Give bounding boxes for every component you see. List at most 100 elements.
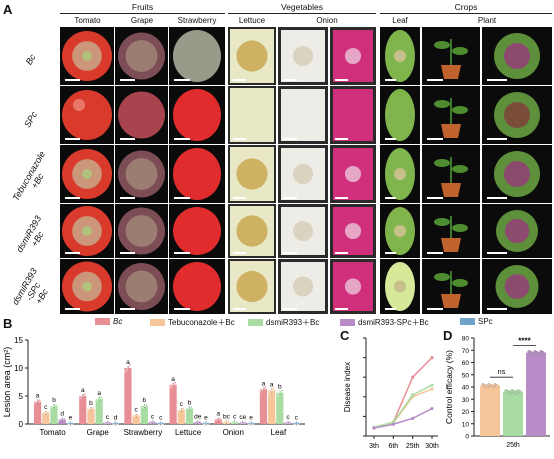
scale-bar bbox=[385, 252, 396, 254]
significance-label: a bbox=[36, 393, 40, 400]
significance-label: e bbox=[204, 414, 208, 421]
data-point bbox=[182, 408, 185, 411]
photo-grape-row-4 bbox=[115, 204, 168, 258]
photo-onion-row-5 bbox=[278, 259, 328, 314]
data-point bbox=[491, 385, 495, 389]
scale-bar bbox=[487, 252, 507, 254]
scale-bar bbox=[385, 308, 396, 310]
photo-plant-pot-row-4 bbox=[422, 204, 480, 258]
photo-onion-row-1 bbox=[278, 27, 328, 85]
scale-bar bbox=[233, 308, 246, 310]
data-point bbox=[153, 421, 156, 424]
x-tick-label: Grape bbox=[87, 428, 110, 437]
legend-item-dsmir393-spc: dsmiR393-SPc＋Bc bbox=[340, 317, 429, 328]
photo-onion-pink-row-3 bbox=[330, 145, 376, 203]
significance-label: e bbox=[69, 414, 73, 421]
data-point bbox=[63, 418, 66, 421]
scale-bar bbox=[335, 197, 348, 199]
scale-bar bbox=[487, 138, 507, 140]
col-label-plant: Plant bbox=[477, 16, 497, 25]
significance-label: b bbox=[52, 397, 56, 404]
data-point bbox=[261, 388, 264, 392]
photo-grape-row-2 bbox=[115, 86, 168, 144]
x-tick-label: 30th bbox=[425, 443, 439, 450]
scale-bar bbox=[283, 252, 297, 254]
significance-label: c bbox=[180, 401, 184, 408]
photo-onion-row-4 bbox=[278, 204, 328, 258]
data-point bbox=[243, 421, 247, 424]
photo-strawberry-row-5 bbox=[169, 259, 225, 314]
photo-onion-pink-row-1 bbox=[330, 27, 376, 85]
group-label-vegetables: Vegetables bbox=[280, 2, 324, 12]
significance-label: c bbox=[106, 414, 110, 421]
col-label-grape: Grape bbox=[130, 16, 154, 25]
panel-d-letter: D bbox=[443, 328, 453, 343]
data-point bbox=[46, 410, 50, 414]
photo-onion-pink-row-5 bbox=[330, 259, 376, 314]
series-point bbox=[372, 426, 376, 430]
data-point bbox=[518, 390, 522, 394]
y-tick-label: 30 bbox=[462, 397, 470, 404]
data-point bbox=[174, 381, 177, 384]
data-point bbox=[108, 421, 111, 424]
photo-plant-top-row-3 bbox=[482, 145, 552, 203]
legend-label: dsmiR393＋Bc bbox=[266, 318, 320, 327]
data-point bbox=[269, 389, 273, 393]
scale-bar bbox=[335, 79, 348, 81]
row-label-dsmir393: dsmiR393 +Bc bbox=[14, 213, 46, 255]
series-point bbox=[411, 416, 415, 420]
y-tick-label: 10 bbox=[14, 364, 23, 373]
data-point bbox=[280, 389, 284, 392]
significance-label: b bbox=[188, 399, 192, 406]
significance-label: a bbox=[171, 376, 175, 383]
series-point bbox=[391, 422, 395, 426]
scale-bar bbox=[335, 252, 348, 254]
photo-tomato-row-3 bbox=[60, 145, 114, 203]
bar bbox=[140, 406, 148, 424]
significance-label: bc bbox=[223, 413, 231, 420]
photo-lettuce-row-3 bbox=[228, 145, 276, 203]
bar bbox=[95, 398, 103, 424]
bar bbox=[480, 385, 500, 436]
x-tick-label: Onion bbox=[223, 428, 244, 437]
data-point bbox=[279, 390, 282, 394]
scale-bar bbox=[385, 79, 396, 81]
col-label-lettuce: Lettuce bbox=[238, 16, 266, 25]
legend-item-tebuconazole: Tebuconazole＋Bc bbox=[150, 317, 235, 328]
significance-label: **** bbox=[518, 336, 531, 345]
scale-bar bbox=[120, 79, 135, 81]
scale-bar bbox=[283, 197, 297, 199]
y-tick-label: 80 bbox=[462, 336, 470, 343]
photo-strawberry-row-3 bbox=[169, 145, 225, 203]
data-point bbox=[169, 386, 173, 389]
data-point bbox=[235, 421, 238, 424]
photo-grape-row-3 bbox=[115, 145, 168, 203]
y-tick-label: 60 bbox=[462, 360, 470, 367]
data-point bbox=[276, 393, 279, 396]
scale-bar bbox=[174, 79, 190, 81]
photo-tomato-row-5 bbox=[60, 259, 114, 314]
group-line-vegetables bbox=[228, 13, 376, 14]
scale-bar bbox=[487, 308, 507, 310]
col-label-leaf: Leaf bbox=[392, 16, 408, 25]
data-point bbox=[495, 384, 499, 388]
y-tick-label: 15 bbox=[14, 336, 23, 345]
data-point bbox=[262, 387, 266, 390]
significance-label: a bbox=[126, 359, 130, 366]
photo-leaf-row-1 bbox=[380, 27, 420, 85]
x-tick-label: 25th bbox=[406, 443, 420, 450]
significance-label: c bbox=[159, 414, 163, 421]
group-line-crops bbox=[380, 13, 552, 14]
data-point bbox=[297, 422, 300, 425]
scale-bar bbox=[335, 308, 348, 310]
legend-label: Bc bbox=[113, 317, 123, 326]
significance-label: d bbox=[114, 414, 118, 421]
bar bbox=[276, 392, 284, 424]
photo-onion-row-3 bbox=[278, 145, 328, 203]
bar bbox=[34, 401, 42, 424]
photo-leaf-row-4 bbox=[380, 204, 420, 258]
photo-grape-row-1 bbox=[115, 27, 168, 85]
legend-swatch bbox=[95, 318, 110, 326]
significance-label: b bbox=[278, 384, 282, 391]
bar bbox=[526, 352, 546, 436]
